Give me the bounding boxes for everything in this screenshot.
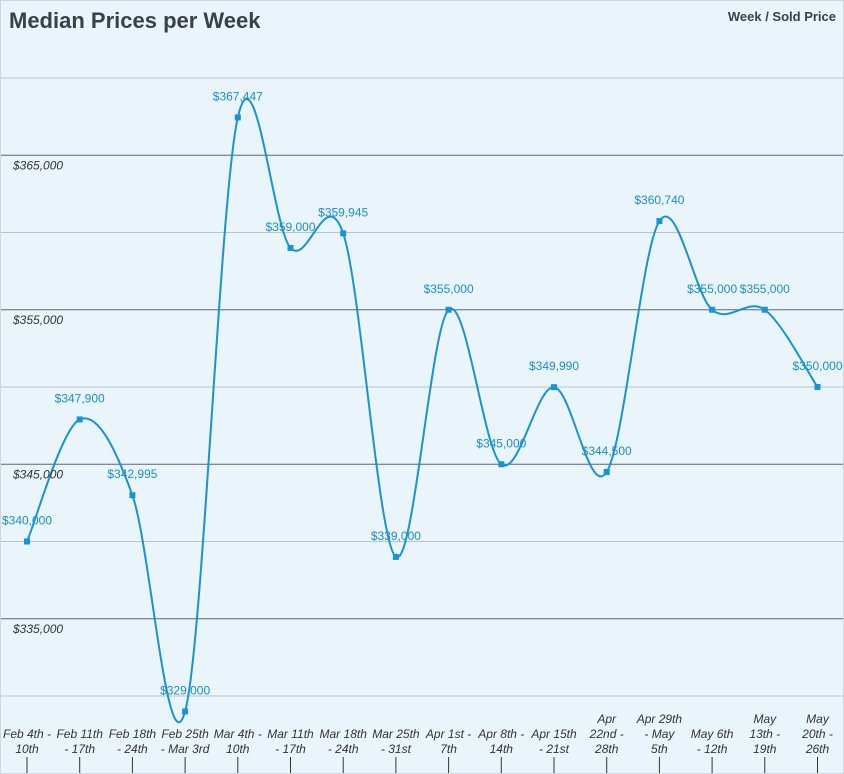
x-tick-label: - 21st [539, 742, 570, 756]
x-tick-label: 5th [651, 742, 668, 756]
data-label: $355,000 [687, 282, 737, 296]
x-tick-label: - May [644, 727, 675, 741]
x-tick-label: May [806, 712, 830, 726]
data-label: $340,000 [2, 514, 52, 528]
x-tick-label: - 24th [117, 742, 148, 756]
y-tick-label: $335,000 [12, 622, 63, 636]
data-label: $345,000 [476, 436, 526, 450]
data-point [814, 384, 821, 390]
data-point [709, 306, 716, 313]
data-label: $355,000 [424, 282, 474, 296]
x-tick-label: 28th [594, 742, 619, 756]
x-tick-label: Feb 25th [161, 727, 209, 741]
x-tick-label: - 24th [328, 742, 359, 756]
data-label: $329,000 [160, 683, 210, 697]
x-tick-label: Feb 18th [109, 727, 157, 741]
data-label: $350,000 [792, 359, 842, 373]
x-tick-label: Feb 4th - [3, 727, 51, 741]
data-point [656, 218, 663, 225]
data-point [129, 492, 136, 499]
x-tick-label: - Mar 3rd [161, 742, 210, 756]
x-tick-label: Apr 29th [636, 712, 683, 726]
data-label: $339,000 [371, 529, 421, 543]
x-tick-label: May 6th [691, 727, 734, 741]
data-point [445, 306, 452, 313]
legend-label: Week / Sold Price [727, 9, 836, 24]
data-point [761, 306, 768, 313]
x-tick-label: Mar 11th [267, 727, 314, 741]
data-label: $344,500 [582, 444, 632, 458]
x-tick-label: 26th [805, 742, 830, 756]
data-label: $342,995 [107, 467, 157, 481]
data-label: $360,740 [634, 193, 684, 207]
data-label: $367,447 [213, 89, 263, 103]
data-label: $349,990 [529, 359, 579, 373]
x-tick-label: 19th [753, 742, 777, 756]
data-point [340, 230, 347, 237]
x-tick-label: 14th [490, 742, 514, 756]
x-tick-label: Apr 15th [530, 727, 577, 741]
chart-title: Median Prices per Week [9, 8, 261, 33]
data-point [392, 553, 399, 560]
data-point [182, 708, 189, 715]
data-point [24, 538, 30, 545]
data-label: $355,000 [740, 282, 790, 296]
x-tick-label: Apr [596, 712, 617, 726]
x-tick-label: 20th - [801, 727, 833, 741]
series-line [26, 97, 819, 724]
x-tick-label: Mar 18th [320, 727, 368, 741]
x-tick-label: - 17th [64, 742, 95, 756]
data-point [76, 416, 83, 423]
data-label: $359,000 [265, 220, 315, 234]
x-tick-label: Mar 25th [372, 727, 420, 741]
data-point [603, 468, 610, 475]
x-tick-label: Apr 8th - [477, 727, 524, 741]
x-tick-label: Feb 11th [56, 727, 103, 741]
x-tick-label: - 17th [275, 742, 306, 756]
data-point [234, 114, 241, 121]
data-point [551, 384, 557, 391]
x-tick-label: Mar 4th - [214, 727, 262, 741]
data-label: $347,900 [55, 391, 105, 405]
data-point [498, 461, 505, 468]
x-tick-label: 22nd - [589, 727, 624, 741]
x-tick-label: - 12th [697, 742, 728, 756]
y-tick-label: $365,000 [12, 158, 63, 172]
x-tick-label: 13th - [749, 727, 780, 741]
x-tick-label: 7th [440, 742, 457, 756]
data-point [287, 244, 294, 251]
y-tick-label: $355,000 [12, 313, 63, 327]
x-tick-label: Apr 1st - [425, 727, 471, 741]
y-tick-label: $345,000 [12, 467, 63, 481]
data-label: $359,945 [318, 205, 368, 219]
x-tick-label: 10th [226, 742, 250, 756]
x-tick-label: 10th [15, 742, 39, 756]
x-tick-label: - 31st [381, 742, 412, 756]
x-tick-label: May [753, 712, 777, 726]
